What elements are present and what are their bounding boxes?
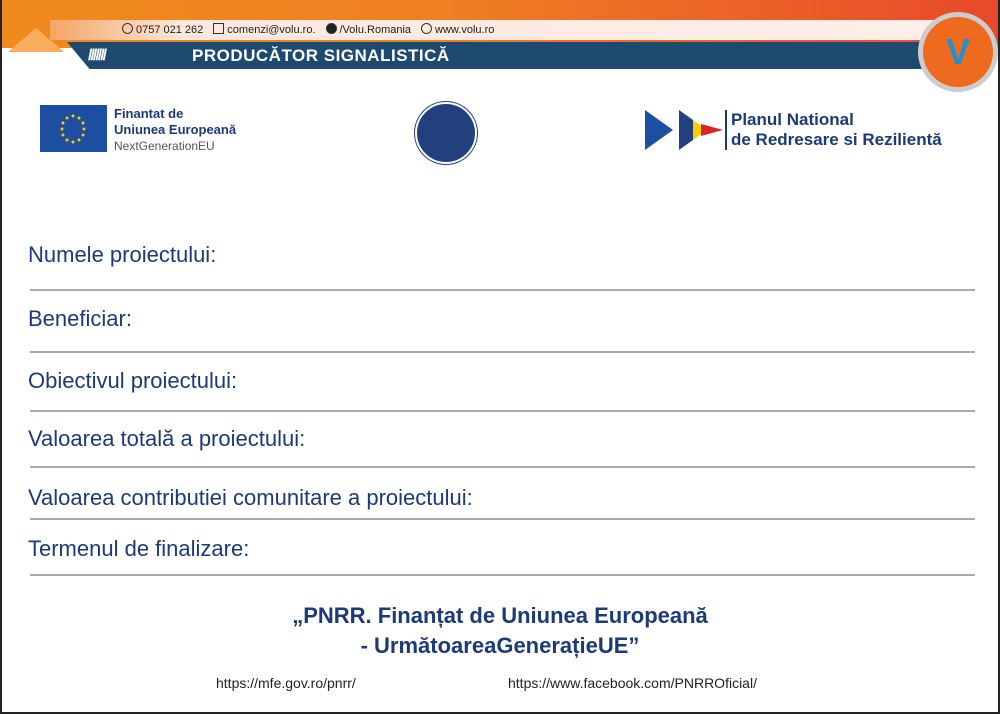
phone: 0757 021 262 bbox=[122, 20, 203, 40]
facebook-icon bbox=[325, 23, 337, 34]
volu-logo: V bbox=[918, 12, 998, 92]
eu-line3: NextGenerationEU bbox=[114, 139, 215, 153]
phone-text: 0757 021 262 bbox=[136, 24, 204, 36]
contact-bar: 0757 021 262 comenzi@volu.ro. /Volu.Roma… bbox=[50, 20, 940, 40]
divider bbox=[30, 574, 975, 576]
field-deadline: Termenul de finalizare: bbox=[28, 536, 250, 561]
email: comenzi@volu.ro. bbox=[213, 20, 316, 40]
divider bbox=[30, 289, 975, 291]
government-seal bbox=[415, 102, 477, 164]
globe-icon bbox=[421, 23, 433, 34]
slogan-line2: - UrmătoareaGenerațieUE” bbox=[360, 633, 640, 658]
eu-flag-icon bbox=[40, 105, 107, 152]
facebook-text: /Volu.Romania bbox=[339, 24, 412, 36]
facebook: /Volu.Romania bbox=[325, 20, 412, 40]
tagline-banner bbox=[67, 42, 940, 69]
field-beneficiary: Beneficiar: bbox=[28, 306, 132, 331]
whatsapp-icon bbox=[122, 23, 133, 34]
pnrr-line1: Planul National bbox=[731, 110, 854, 129]
slogan-line1: „PNRR. Finanțat de Uniunea Europeană bbox=[292, 603, 708, 628]
divider bbox=[30, 410, 975, 412]
field-project-name: Numele proiectului: bbox=[28, 242, 217, 267]
eu-line1: Finantat de bbox=[114, 106, 184, 121]
divider bbox=[30, 466, 975, 468]
divider bbox=[30, 518, 975, 520]
website: www.volu.ro bbox=[421, 20, 494, 40]
link-facebook[interactable]: https://www.facebook.com/PNRROficial/ bbox=[508, 675, 757, 691]
pnrr-flag-icon bbox=[645, 110, 723, 150]
website-text: www.volu.ro bbox=[435, 24, 495, 36]
eu-line2: Uniunea Europeană bbox=[114, 122, 237, 137]
link-mfe[interactable]: https://mfe.gov.ro/pnrr/ bbox=[216, 675, 356, 691]
pnrr-line2: de Redresare si Rezilientă bbox=[731, 130, 942, 149]
field-total-value: Valoarea totală a proiectului: bbox=[28, 426, 306, 451]
divider bbox=[30, 351, 975, 353]
stripes-decoration: /////// bbox=[88, 47, 107, 64]
pnrr-text: Planul National de Redresare si Rezilien… bbox=[725, 110, 942, 150]
email-text: comenzi@volu.ro. bbox=[227, 24, 316, 36]
field-eu-contribution: Valoarea contributiei comunitare a proie… bbox=[28, 485, 473, 510]
field-objective: Obiectivul proiectului: bbox=[28, 368, 238, 393]
eu-funding-text: Finantat de Uniunea Europeană NextGenera… bbox=[114, 106, 236, 154]
tagline: PRODUCĂTOR SIGNALISTICĂ bbox=[192, 46, 450, 65]
mail-icon bbox=[213, 23, 225, 34]
